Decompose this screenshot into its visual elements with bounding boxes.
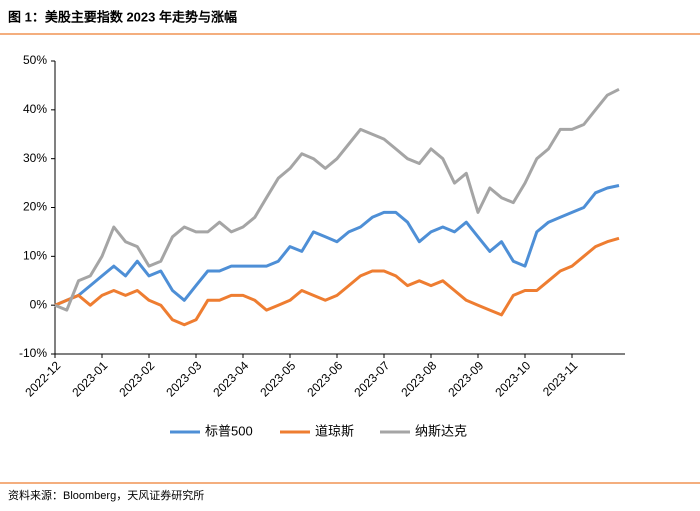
y-tick-label: 10%	[23, 249, 47, 263]
x-tick-label: 2023-03	[163, 358, 204, 399]
x-tick-label: 2023-06	[304, 358, 345, 399]
y-tick-label: -10%	[19, 346, 47, 360]
y-tick-label: 0%	[30, 297, 48, 311]
y-tick-label: 20%	[23, 200, 47, 214]
x-tick-label: 2023-10	[492, 358, 533, 399]
series-line	[54, 87, 620, 312]
y-tick-label: 30%	[23, 151, 47, 165]
x-tick-label: 2023-07	[351, 358, 392, 399]
y-tick-label: 40%	[23, 102, 47, 116]
legend-label: 标普500	[205, 423, 253, 438]
source-note: 资料来源：Bloomberg，天风证券研究所	[8, 488, 204, 502]
x-tick-label: 2023-05	[257, 358, 298, 399]
legend-label: 道琼斯	[315, 423, 354, 438]
x-tick-label: 2023-04	[210, 358, 251, 399]
x-tick-label: 2023-02	[116, 358, 157, 399]
series-line	[54, 184, 620, 307]
x-tick-label: 2023-09	[445, 358, 486, 399]
x-tick-label: 2023-08	[398, 358, 439, 399]
series-line	[54, 236, 620, 327]
chart-title: 图 1：美股主要指数 2023 年走势与涨幅	[8, 9, 237, 24]
y-tick-label: 50%	[23, 53, 47, 67]
x-tick-label: 2023-11	[540, 358, 581, 399]
x-tick-label: 2023-01	[69, 358, 110, 399]
x-tick-label: 2022-12	[22, 358, 63, 399]
legend-label: 纳斯达克	[415, 423, 467, 438]
